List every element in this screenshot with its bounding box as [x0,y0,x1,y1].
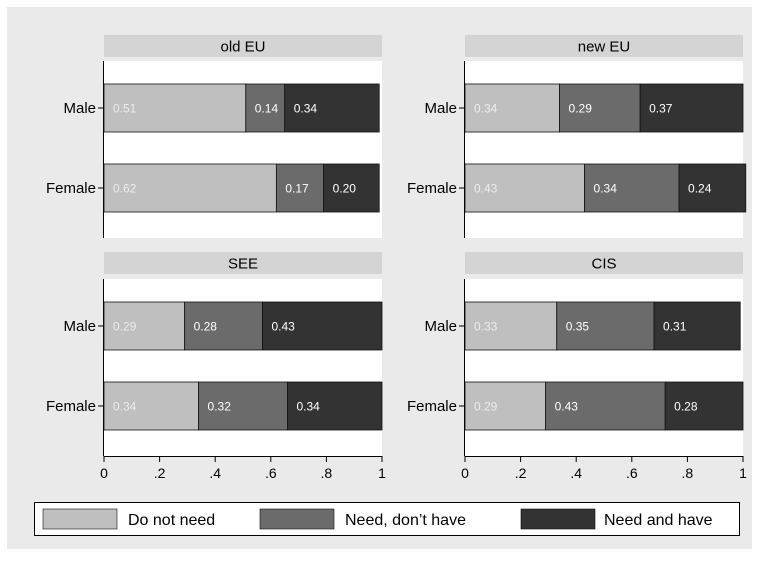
data-label: 0.35 [566,320,590,334]
data-label: 0.43 [474,182,498,196]
panel-title: new EU [578,39,631,56]
bar-segment [556,301,655,351]
data-label: 0.28 [194,320,218,334]
data-label: 0.34 [113,400,137,414]
data-label: 0.51 [113,102,137,116]
bar-segment [664,381,744,431]
bar-segment [464,163,585,213]
y-tick-label: Male [63,100,96,117]
legend-swatch [520,508,596,530]
bar-segment [287,381,383,431]
y-tick-label: Female [46,180,96,197]
panel-strip [104,35,382,57]
data-label: 0.20 [333,182,357,196]
x-tick-label: 1 [378,465,386,481]
bar-segment [103,381,199,431]
bar-segment [198,381,288,431]
x-tick-label: .8 [682,465,694,481]
panel-strip [104,252,382,274]
bar-segment [653,301,741,351]
y-tick-label: Male [424,100,457,117]
x-tick-label: 0 [100,465,108,481]
bar-segment [464,301,558,351]
x-tick-label: .4 [209,465,221,481]
bar-segment [262,301,383,351]
data-label: 0.43 [271,320,295,334]
data-label: 0.34 [294,102,318,116]
y-tick-label: Female [407,398,457,415]
data-label: 0.29 [569,102,593,116]
x-tick-label: .6 [265,465,277,481]
bar-segment [103,163,277,213]
data-label: 0.24 [688,182,712,196]
data-label: 0.28 [674,400,698,414]
legend-label: Do not need [128,512,215,529]
y-tick-label: Male [63,318,96,335]
y-tick-label: Male [424,318,457,335]
data-label: 0.62 [113,182,137,196]
data-label: 0.32 [208,400,232,414]
data-label: 0.34 [296,400,320,414]
legend-box [34,502,740,536]
x-tick-label: .8 [321,465,333,481]
x-tick-label: .2 [515,465,527,481]
bar-segment [559,83,641,133]
bar-segment [245,83,286,133]
bar-segment [275,163,325,213]
bar-segment [678,163,747,213]
bar-segment [103,83,247,133]
panel-strip [465,35,743,57]
legend-label: Need and have [604,512,713,529]
legend-swatch [42,508,118,530]
data-label: 0.31 [663,320,687,334]
panel-strip [465,252,743,274]
bar-segment [464,381,547,431]
bar-segment [323,163,380,213]
panel-title: CIS [591,256,616,273]
data-label: 0.29 [474,400,498,414]
data-label: 0.37 [649,102,673,116]
x-tick-label: .4 [570,465,582,481]
data-label: 0.43 [555,400,579,414]
data-label: 0.14 [255,102,279,116]
x-tick-label: .2 [154,465,166,481]
y-tick-label: Female [46,398,96,415]
panel-title: SEE [228,256,258,273]
x-tick-label: 1 [739,465,747,481]
panel-title: old EU [220,39,265,56]
data-label: 0.29 [113,320,137,334]
bar-segment [464,83,560,133]
bar-segment [284,83,380,133]
x-tick-label: .6 [626,465,638,481]
legend-swatch [259,508,335,530]
data-label: 0.33 [474,320,498,334]
data-label: 0.17 [285,182,309,196]
bar-segment [639,83,744,133]
data-label: 0.34 [594,182,618,196]
x-tick-label: 0 [461,465,469,481]
y-tick-label: Female [407,180,457,197]
data-label: 0.34 [474,102,498,116]
bar-segment [184,301,263,351]
legend-label: Need, don’t have [345,512,466,529]
bar-segment [545,381,666,431]
